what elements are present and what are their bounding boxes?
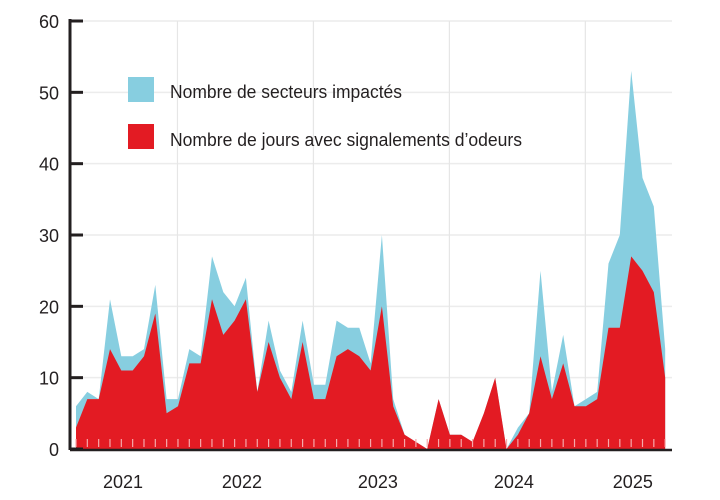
- x-tick-label: 2024: [494, 472, 534, 492]
- y-tick-label: 10: [39, 369, 59, 389]
- x-tick-label: 2021: [103, 472, 143, 492]
- axes: [68, 19, 672, 452]
- x-tick-label: 2022: [222, 472, 262, 492]
- y-tick-label: 30: [39, 226, 59, 246]
- y-tick-label: 20: [39, 297, 59, 317]
- x-tick-label: 2023: [358, 472, 398, 492]
- area-series-jours: [76, 256, 666, 449]
- legend-swatch-jours: [128, 124, 154, 149]
- y-tick-label: 60: [39, 12, 59, 32]
- legend-label-secteurs: Nombre de secteurs impactés: [170, 82, 402, 102]
- series-areas: [75, 70, 666, 450]
- month-ticks: [75, 439, 666, 447]
- legend-swatch-secteurs: [128, 77, 154, 102]
- y-tick-labels: 0 10 20 30 40 50 60: [39, 12, 59, 460]
- x-tick-labels: 2021 2022 2023 2024 2025: [103, 472, 653, 492]
- y-tick-label: 40: [39, 155, 59, 175]
- y-tick-label: 0: [49, 440, 59, 460]
- grid-lines: [70, 20, 672, 446]
- y-tick-label: 50: [39, 83, 59, 103]
- x-tick-label: 2025: [613, 472, 653, 492]
- legend: Nombre de secteurs impactés Nombre de jo…: [128, 77, 522, 150]
- legend-label-jours: Nombre de jours avec signalements d’odeu…: [170, 130, 522, 150]
